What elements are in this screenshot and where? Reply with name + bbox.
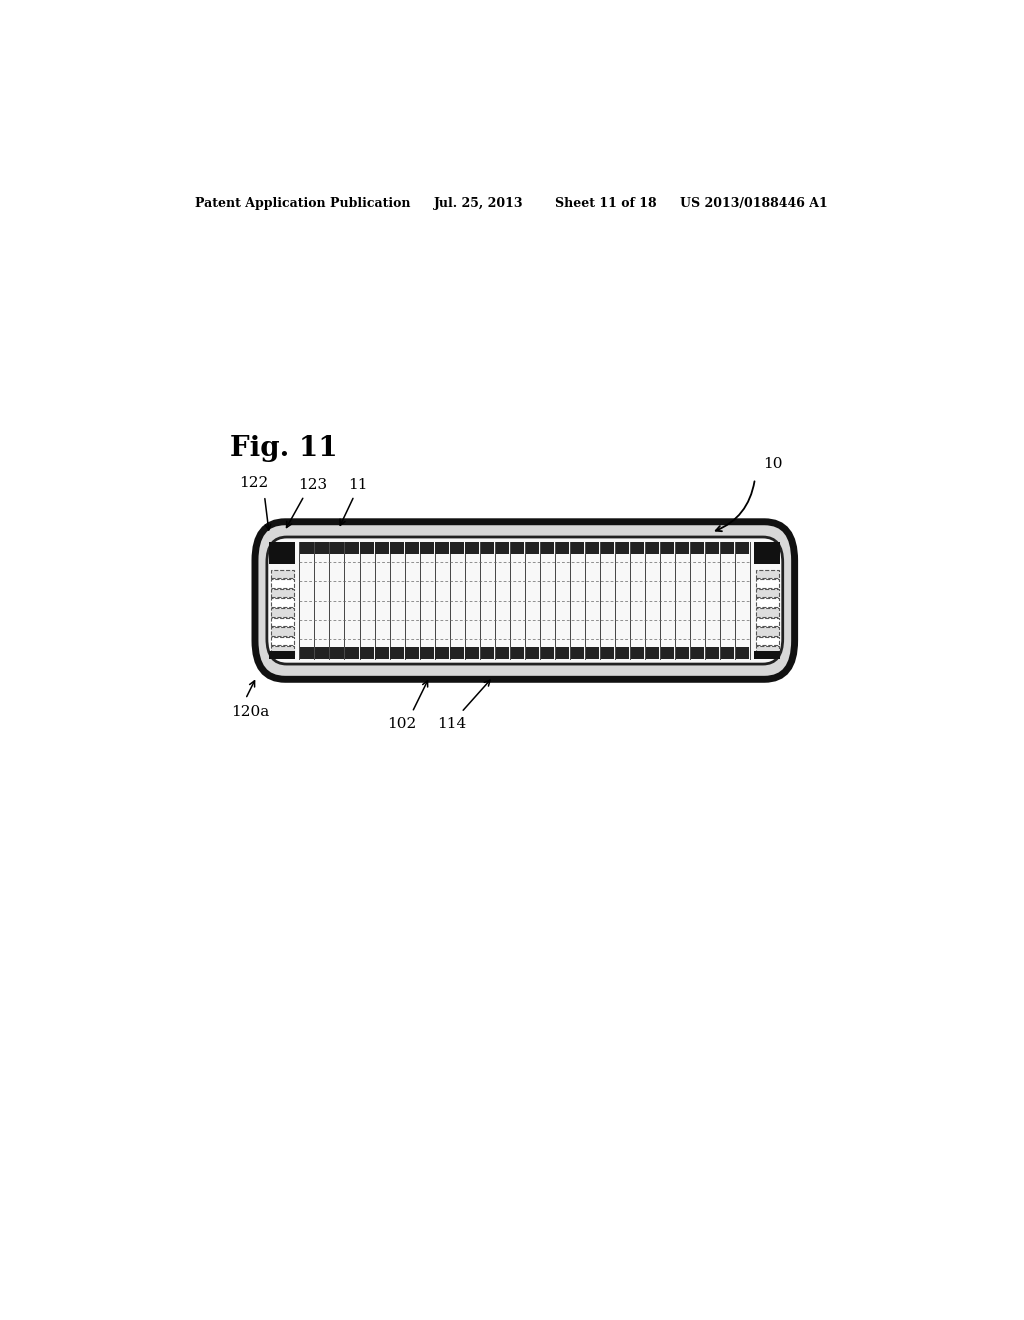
Bar — [331, 647, 344, 659]
FancyBboxPatch shape — [255, 521, 795, 680]
Bar — [406, 647, 419, 659]
Bar — [360, 647, 374, 659]
Bar — [754, 543, 780, 565]
Bar — [360, 543, 374, 554]
Bar — [421, 647, 434, 659]
Bar — [586, 543, 599, 554]
Text: 122: 122 — [240, 475, 268, 490]
Bar — [269, 651, 296, 659]
Bar — [376, 543, 389, 554]
Bar — [270, 618, 294, 626]
Bar — [756, 647, 779, 655]
Bar — [721, 647, 734, 659]
Bar — [466, 647, 479, 659]
Bar — [270, 569, 294, 578]
Bar — [541, 543, 554, 554]
Bar — [586, 647, 599, 659]
Bar — [736, 647, 750, 659]
Bar — [525, 647, 539, 659]
Bar — [615, 647, 629, 659]
Bar — [300, 543, 313, 554]
Bar — [601, 647, 614, 659]
Bar — [435, 543, 449, 554]
Bar — [631, 647, 644, 659]
Bar — [631, 543, 644, 554]
Bar — [315, 647, 329, 659]
Bar — [676, 543, 689, 554]
Bar — [270, 579, 294, 587]
Bar — [345, 543, 358, 554]
Bar — [756, 579, 779, 587]
Text: Patent Application Publication: Patent Application Publication — [196, 197, 411, 210]
Bar — [451, 647, 464, 659]
Bar — [646, 543, 659, 554]
Text: 102: 102 — [387, 718, 417, 731]
Text: 123: 123 — [299, 478, 328, 492]
Bar — [511, 543, 524, 554]
Bar — [270, 647, 294, 655]
Text: 114: 114 — [437, 718, 466, 731]
Bar — [466, 543, 479, 554]
Bar — [269, 543, 296, 565]
FancyBboxPatch shape — [267, 537, 782, 664]
Bar — [646, 647, 659, 659]
Bar — [756, 589, 779, 598]
Bar — [660, 543, 674, 554]
Bar — [315, 543, 329, 554]
Text: Sheet 11 of 18: Sheet 11 of 18 — [555, 197, 656, 210]
Bar — [270, 598, 294, 607]
Text: 10: 10 — [763, 458, 782, 471]
Text: Fig. 11: Fig. 11 — [229, 434, 337, 462]
Bar — [496, 543, 509, 554]
Bar — [721, 543, 734, 554]
Bar — [570, 647, 584, 659]
Bar — [406, 543, 419, 554]
Bar — [556, 647, 569, 659]
Bar — [496, 647, 509, 659]
Text: Jul. 25, 2013: Jul. 25, 2013 — [433, 197, 523, 210]
Bar — [480, 543, 494, 554]
Text: 11: 11 — [348, 478, 368, 492]
Bar — [676, 647, 689, 659]
Bar — [556, 543, 569, 554]
Bar — [525, 543, 539, 554]
Bar — [706, 543, 719, 554]
Bar — [270, 609, 294, 616]
Bar — [736, 543, 750, 554]
Bar — [345, 647, 358, 659]
Bar — [421, 543, 434, 554]
Bar — [691, 543, 705, 554]
Bar — [756, 609, 779, 616]
Bar — [756, 569, 779, 578]
Bar — [451, 543, 464, 554]
Text: 120a: 120a — [231, 705, 269, 719]
Bar — [660, 647, 674, 659]
Bar — [756, 627, 779, 636]
Bar — [756, 618, 779, 626]
Bar — [570, 543, 584, 554]
Bar — [756, 636, 779, 645]
Bar — [511, 647, 524, 659]
Bar — [756, 598, 779, 607]
Bar — [390, 647, 403, 659]
Bar — [754, 651, 780, 659]
Bar — [376, 647, 389, 659]
Bar — [706, 647, 719, 659]
Bar — [480, 647, 494, 659]
Bar — [300, 647, 313, 659]
Bar — [615, 543, 629, 554]
Text: US 2013/0188446 A1: US 2013/0188446 A1 — [680, 197, 827, 210]
Bar — [270, 589, 294, 598]
Bar — [331, 543, 344, 554]
Bar — [270, 636, 294, 645]
Bar — [270, 627, 294, 636]
Bar — [390, 543, 403, 554]
Bar — [541, 647, 554, 659]
Bar — [601, 543, 614, 554]
Bar — [435, 647, 449, 659]
Bar — [691, 647, 705, 659]
